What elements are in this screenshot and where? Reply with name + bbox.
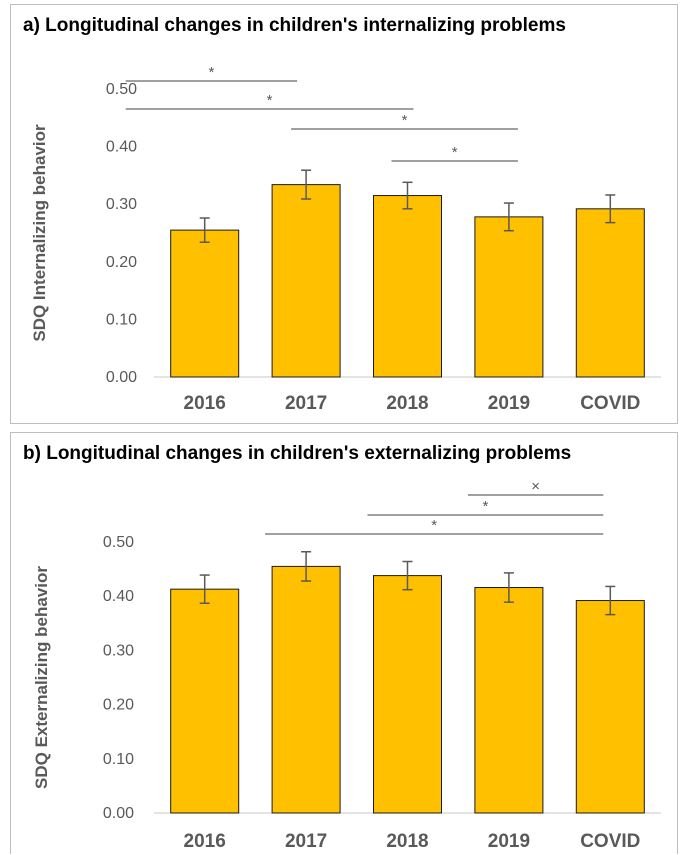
- bar: [474, 216, 544, 378]
- bar: [373, 195, 442, 378]
- x-tick-label: COVID: [580, 831, 640, 852]
- significance-marker: ×: [531, 478, 540, 495]
- significance-marker: *: [208, 64, 214, 81]
- panel-externalizing: b) Longitudinal changes in children's ex…: [10, 432, 678, 854]
- x-tick-label: 2016: [184, 393, 226, 414]
- internalizing-bar-chart: SDQ Internalizing behavior 0.00 0.10 0.20 0.…: [30, 64, 661, 414]
- externalizing-bar-chart: SDQ Externalizing behavior 0.00 0.10 0.20 0.…: [32, 478, 661, 852]
- y-tick-label: 0.40: [106, 139, 137, 156]
- x-tick-label: 2019: [488, 831, 530, 852]
- x-tick-label: COVID: [580, 393, 640, 414]
- significance-marker: *: [452, 144, 458, 161]
- x-tick-label: 2018: [386, 393, 428, 414]
- y-tick-label: 0.10: [106, 311, 137, 328]
- y-tick-label: 0.10: [103, 751, 134, 768]
- y-tick-label: 0.30: [103, 642, 134, 659]
- y-axis-label: SDQ Externalizing behavior: [32, 566, 51, 789]
- x-tick-label: 2017: [285, 393, 327, 414]
- chart-title: b) Longitudinal changes in children's ex…: [23, 443, 572, 464]
- significance-marker: *: [402, 112, 408, 129]
- bar: [170, 229, 240, 378]
- y-tick-label: 0.20: [106, 254, 137, 271]
- bar: [271, 184, 341, 378]
- y-tick-label: 0.00: [106, 369, 137, 386]
- x-tick-label: 2016: [184, 831, 226, 852]
- y-tick-label: 0.40: [103, 588, 134, 605]
- significance-marker: *: [267, 92, 273, 109]
- y-axis-label: SDQ Internalizing behavior: [30, 124, 49, 342]
- y-tick-label: 0.30: [106, 196, 137, 213]
- bar: [575, 600, 645, 814]
- y-tick-label: 0.00: [103, 805, 134, 822]
- panel-internalizing: a) Longitudinal changes in children's in…: [10, 4, 678, 424]
- x-tick-label: 2019: [488, 393, 530, 414]
- significance-marker: *: [431, 517, 437, 534]
- chart-title: a) Longitudinal changes in children's in…: [23, 15, 566, 36]
- x-tick-label: 2018: [386, 831, 428, 852]
- bar: [474, 587, 544, 814]
- bar: [170, 588, 240, 814]
- significance-marker: *: [482, 498, 488, 515]
- x-tick-label: 2017: [285, 831, 327, 852]
- y-tick-label: 0.20: [103, 697, 134, 714]
- bar: [373, 575, 442, 814]
- y-tick-label: 0.50: [106, 81, 137, 98]
- bar: [575, 208, 645, 378]
- y-tick-label: 0.50: [103, 534, 134, 551]
- bar: [271, 565, 341, 814]
